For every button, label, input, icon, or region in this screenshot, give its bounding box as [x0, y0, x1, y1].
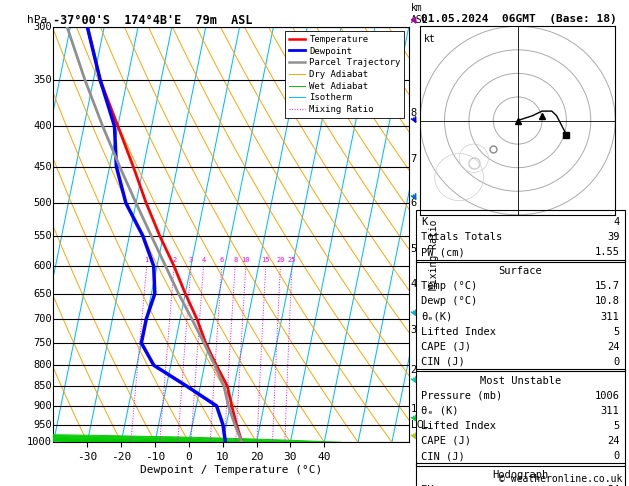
Text: Hodograph: Hodograph — [493, 470, 548, 480]
Text: Lifted Index: Lifted Index — [421, 421, 496, 431]
Text: 950: 950 — [33, 419, 52, 430]
Text: 25: 25 — [287, 258, 296, 263]
Text: CAPE (J): CAPE (J) — [421, 342, 471, 352]
Text: 5: 5 — [411, 244, 417, 255]
X-axis label: Dewpoint / Temperature (°C): Dewpoint / Temperature (°C) — [140, 465, 322, 475]
Text: Mixing Ratio (g/kg): Mixing Ratio (g/kg) — [429, 179, 438, 290]
Text: 15.7: 15.7 — [594, 281, 620, 292]
Text: 7: 7 — [411, 154, 417, 164]
Text: 4: 4 — [201, 258, 206, 263]
Text: 39: 39 — [607, 232, 620, 243]
Text: 8: 8 — [233, 258, 237, 263]
Text: 1.55: 1.55 — [594, 247, 620, 258]
Text: 400: 400 — [33, 121, 52, 131]
Text: 4: 4 — [613, 217, 620, 227]
Text: 10.8: 10.8 — [594, 296, 620, 307]
Text: 24: 24 — [607, 342, 620, 352]
Text: 450: 450 — [33, 162, 52, 172]
Text: 6: 6 — [220, 258, 224, 263]
Text: 3: 3 — [411, 325, 417, 335]
Text: EH: EH — [421, 485, 434, 486]
Text: Lifted Index: Lifted Index — [421, 327, 496, 337]
Text: 4: 4 — [411, 279, 417, 289]
Legend: Temperature, Dewpoint, Parcel Trajectory, Dry Adiabat, Wet Adiabat, Isotherm, Mi: Temperature, Dewpoint, Parcel Trajectory… — [285, 31, 404, 118]
Text: CAPE (J): CAPE (J) — [421, 436, 471, 446]
Text: 700: 700 — [33, 314, 52, 324]
Text: 20: 20 — [276, 258, 285, 263]
Text: hPa: hPa — [27, 15, 47, 25]
Text: Most Unstable: Most Unstable — [480, 376, 561, 386]
Text: 850: 850 — [33, 381, 52, 391]
Text: CIN (J): CIN (J) — [421, 451, 465, 461]
Text: © weatheronline.co.uk: © weatheronline.co.uk — [499, 473, 623, 484]
Text: LCL: LCL — [411, 420, 428, 430]
Text: 24: 24 — [607, 485, 620, 486]
Text: K: K — [421, 217, 428, 227]
Text: 750: 750 — [33, 338, 52, 348]
Text: 6: 6 — [411, 198, 417, 208]
Text: 5: 5 — [613, 327, 620, 337]
Text: CIN (J): CIN (J) — [421, 357, 465, 367]
Text: 2: 2 — [172, 258, 176, 263]
Text: θₑ (K): θₑ (K) — [421, 406, 459, 416]
Text: 1: 1 — [145, 258, 149, 263]
Text: 1000: 1000 — [26, 437, 52, 447]
Text: 550: 550 — [33, 231, 52, 241]
Text: 1006: 1006 — [594, 391, 620, 401]
Text: 600: 600 — [33, 261, 52, 271]
Text: θₑ(K): θₑ(K) — [421, 312, 453, 322]
Text: Totals Totals: Totals Totals — [421, 232, 503, 243]
Text: 900: 900 — [33, 401, 52, 411]
Text: 10: 10 — [242, 258, 250, 263]
Text: 350: 350 — [33, 75, 52, 85]
Text: 311: 311 — [601, 312, 620, 322]
Text: 2: 2 — [411, 365, 417, 375]
Text: 650: 650 — [33, 289, 52, 298]
Text: 8: 8 — [411, 108, 417, 118]
Text: 0: 0 — [613, 451, 620, 461]
Text: 5: 5 — [613, 421, 620, 431]
Text: 24: 24 — [607, 436, 620, 446]
Text: km
ASL: km ASL — [411, 3, 428, 25]
Text: 01.05.2024  06GMT  (Base: 18): 01.05.2024 06GMT (Base: 18) — [421, 14, 617, 24]
Text: Dewp (°C): Dewp (°C) — [421, 296, 477, 307]
Text: Pressure (mb): Pressure (mb) — [421, 391, 503, 401]
Text: 800: 800 — [33, 360, 52, 370]
Text: 500: 500 — [33, 198, 52, 208]
Text: 1: 1 — [411, 403, 417, 414]
Text: Surface: Surface — [499, 266, 542, 277]
Text: 15: 15 — [262, 258, 270, 263]
Text: 3: 3 — [189, 258, 193, 263]
Text: Temp (°C): Temp (°C) — [421, 281, 477, 292]
Text: 300: 300 — [33, 22, 52, 32]
Text: PW (cm): PW (cm) — [421, 247, 465, 258]
Text: kt: kt — [424, 34, 436, 44]
Text: -37°00'S  174°4B'E  79m  ASL: -37°00'S 174°4B'E 79m ASL — [53, 14, 253, 27]
Text: 0: 0 — [613, 357, 620, 367]
Text: 311: 311 — [601, 406, 620, 416]
